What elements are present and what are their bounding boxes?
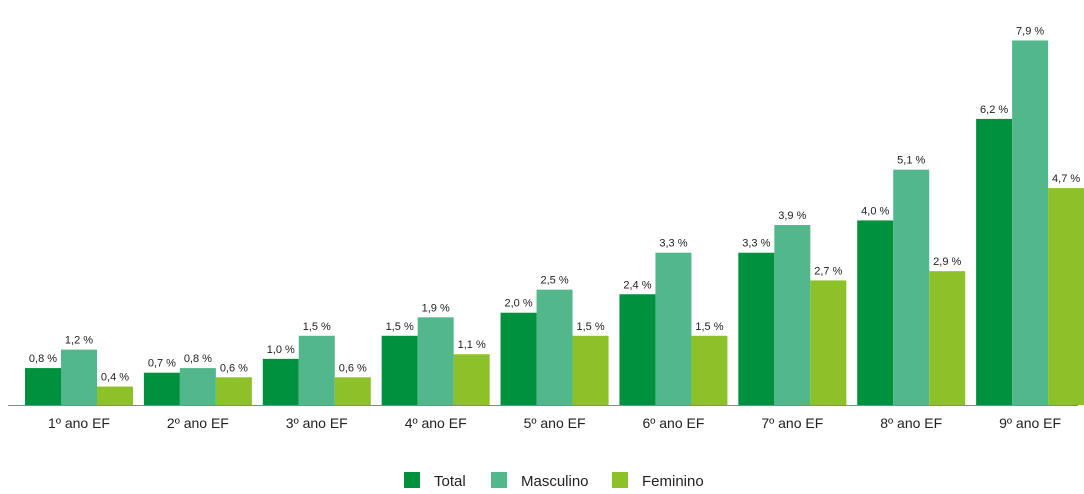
bar-masculino-7: [774, 225, 811, 405]
legend-label-feminino: Feminino: [642, 473, 704, 489]
bar-feminino-4: [453, 354, 490, 405]
category-label-8: 8º ano EF: [880, 415, 942, 431]
value-label-masculino-7: 3,9 %: [778, 210, 806, 222]
category-label-1: 1º ano EF: [48, 415, 110, 431]
value-label-feminino-6: 1,5 %: [695, 321, 723, 333]
bar-feminino-6: [691, 335, 728, 405]
bar-feminino-7: [810, 280, 847, 405]
value-label-total-2: 0,7 %: [148, 358, 176, 370]
value-label-total-3: 1,0 %: [267, 344, 295, 356]
bar-masculino-6: [655, 252, 692, 405]
bar-total-6: [619, 294, 656, 405]
legend-label-masculino: Masculino: [521, 473, 589, 489]
bar-masculino-1: [61, 349, 97, 405]
bar-total-8: [857, 220, 894, 405]
category-label-4: 4º ano EF: [405, 415, 467, 431]
bar-total-5: [500, 312, 537, 405]
value-label-total-5: 2,0 %: [504, 298, 532, 310]
bar-masculino-9: [1012, 40, 1049, 406]
value-label-masculino-9: 7,9 %: [1016, 25, 1044, 37]
value-label-total-4: 1,5 %: [386, 321, 414, 333]
legend-swatch-feminino: [612, 472, 628, 488]
value-label-total-7: 3,3 %: [742, 238, 770, 250]
legend-label-total: Total: [434, 473, 466, 489]
value-label-total-1: 0,8 %: [29, 353, 57, 365]
value-label-masculino-1: 1,2 %: [65, 335, 93, 347]
value-labels-layer: 0,8 % 1,2 % 0,4 % 0,7 % 0,8 % 0,6 % 1,0 % 1,5 %…: [29, 25, 1080, 383]
bar-feminino-3: [334, 377, 371, 405]
value-label-feminino-1: 0,4 %: [101, 372, 129, 384]
value-label-feminino-7: 2,7 %: [814, 265, 842, 277]
category-label-7: 7º ano EF: [761, 415, 823, 431]
value-label-masculino-3: 1,5 %: [303, 321, 331, 333]
bar-feminino-8: [929, 271, 966, 405]
bar-masculino-3: [298, 335, 335, 405]
bars-layer: [25, 40, 1084, 406]
bar-total-4: [381, 335, 418, 405]
legend-swatch-total: [404, 472, 420, 488]
category-labels-layer: 1º ano EF 2º ano EF 3º ano EF 4º ano EF 5º a…: [48, 415, 1061, 431]
value-label-total-6: 2,4 %: [623, 279, 651, 291]
bar-total-9: [976, 118, 1013, 405]
value-label-total-8: 4,0 %: [861, 205, 889, 217]
value-label-feminino-4: 1,1 %: [458, 339, 486, 351]
value-label-feminino-3: 0,6 %: [339, 362, 367, 374]
category-label-9: 9º ano EF: [999, 415, 1061, 431]
legend-swatch-masculino: [491, 472, 507, 488]
category-label-3: 3º ano EF: [286, 415, 348, 431]
bar-total-7: [738, 252, 775, 405]
value-label-masculino-2: 0,8 %: [184, 353, 212, 365]
legend: Total Masculino Feminino: [404, 472, 704, 490]
bar-masculino-2: [179, 368, 216, 405]
value-label-feminino-2: 0,6 %: [220, 362, 248, 374]
bar-masculino-5: [536, 289, 573, 405]
value-label-masculino-4: 1,9 %: [422, 302, 450, 314]
value-label-total-9: 6,2 %: [980, 104, 1008, 116]
bar-feminino-5: [572, 335, 609, 405]
value-label-masculino-6: 3,3 %: [659, 238, 687, 250]
value-label-feminino-9: 4,7 %: [1052, 173, 1080, 185]
bar-total-2: [143, 372, 180, 405]
category-label-2: 2º ano EF: [167, 415, 229, 431]
bar-total-3: [262, 358, 299, 405]
value-label-masculino-8: 5,1 %: [897, 155, 925, 167]
bar-feminino-9: [1048, 188, 1084, 405]
bar-total-1: [25, 368, 61, 405]
category-label-5: 5º ano EF: [524, 415, 586, 431]
bar-masculino-4: [417, 317, 454, 405]
value-label-feminino-8: 2,9 %: [933, 256, 961, 268]
bar-feminino-2: [215, 377, 252, 405]
bar-feminino-1: [97, 386, 133, 405]
category-label-6: 6º ano EF: [642, 415, 704, 431]
value-label-feminino-5: 1,5 %: [576, 321, 604, 333]
value-label-masculino-5: 2,5 %: [540, 275, 568, 287]
bar-masculino-8: [893, 169, 930, 405]
